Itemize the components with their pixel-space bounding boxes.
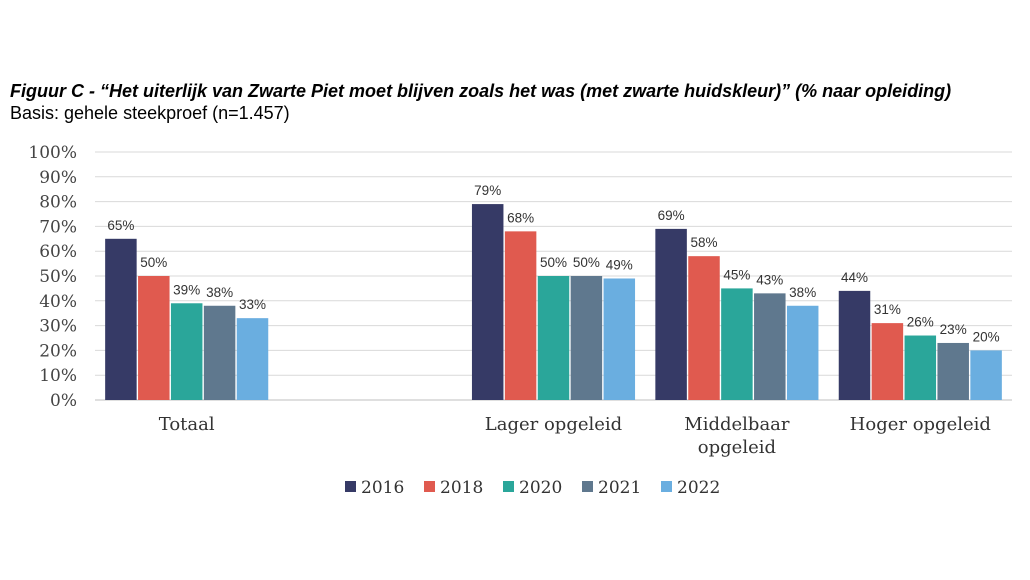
y-tick-label: 40%	[39, 292, 77, 312]
y-tick-label: 70%	[39, 217, 77, 237]
y-tick-label: 50%	[39, 267, 77, 287]
y-tick-label: 80%	[39, 193, 77, 213]
data-label: 43%	[756, 272, 783, 287]
bar	[603, 278, 636, 400]
data-label: 44%	[841, 270, 868, 285]
data-label: 79%	[474, 183, 501, 198]
legend-label: 2020	[519, 478, 562, 498]
bar	[236, 318, 269, 400]
y-tick-label: 10%	[39, 366, 77, 386]
data-label: 49%	[606, 257, 633, 272]
legend-label: 2022	[677, 478, 720, 498]
bar	[570, 276, 603, 400]
y-tick-label: 60%	[39, 242, 77, 262]
bar	[904, 335, 937, 400]
bar	[688, 256, 720, 400]
bar	[105, 238, 137, 400]
data-label: 45%	[723, 267, 750, 282]
data-label: 20%	[973, 329, 1000, 344]
y-tick-label: 20%	[39, 341, 77, 361]
x-category-label: Hoger opgeleid	[850, 414, 991, 435]
y-tick-label: 0%	[50, 391, 77, 411]
legend: 2016 2018 2020 2021 2022	[345, 478, 720, 498]
bar	[937, 342, 969, 400]
y-tick-label: 90%	[39, 168, 77, 188]
bar	[838, 290, 871, 400]
legend-label: 2018	[440, 478, 483, 498]
bar	[471, 204, 504, 400]
bar	[786, 305, 819, 400]
legend-label: 2021	[598, 478, 641, 498]
bar	[138, 276, 170, 400]
data-label: 39%	[173, 282, 200, 297]
data-label: 68%	[507, 210, 534, 225]
legend-swatch	[582, 481, 593, 492]
data-label: 38%	[789, 285, 816, 300]
bar	[537, 276, 570, 400]
x-category-label: Middelbaar	[684, 414, 790, 435]
chart-title-basis: Basis: gehele steekproef (n=1.457)	[10, 103, 290, 123]
y-axis-ticks: 0% 10% 20% 30% 40% 50% 60% 70% 80% 90% 100%	[28, 143, 77, 411]
chart-title-main: Figuur C - “Het uiterlijk van Zwarte Pie…	[10, 81, 952, 101]
x-category-label: Lager opgeleid	[485, 414, 622, 435]
chart-title: Figuur C - “Het uiterlijk van Zwarte Pie…	[10, 80, 1010, 124]
bar	[754, 293, 786, 400]
data-label: 38%	[206, 285, 233, 300]
legend-swatch	[503, 481, 514, 492]
data-label: 50%	[540, 255, 567, 270]
bar	[203, 305, 236, 400]
data-label: 23%	[940, 322, 967, 337]
y-tick-label: 100%	[28, 143, 77, 163]
legend-swatch	[424, 481, 435, 492]
bar	[970, 350, 1002, 400]
legend-swatch	[345, 481, 356, 492]
data-label: 50%	[573, 255, 600, 270]
data-label: 26%	[907, 315, 934, 330]
data-label: 65%	[107, 218, 134, 233]
data-label: 31%	[874, 302, 901, 317]
bar	[655, 228, 687, 400]
data-label: 58%	[690, 235, 717, 250]
bar	[721, 288, 753, 400]
x-category-label: Totaal	[159, 414, 215, 435]
y-tick-label: 30%	[39, 317, 77, 337]
data-label: 69%	[658, 208, 685, 223]
bars	[105, 204, 1002, 400]
legend-label: 2016	[361, 478, 404, 498]
x-category-label: opgeleid	[698, 437, 776, 458]
bar	[170, 303, 203, 400]
legend-swatch	[661, 481, 672, 492]
bar	[871, 323, 904, 400]
data-labels: 65% 50% 39% 38% 33% 79% 68% 50% 50% 49% 69% 58% 45% 4…	[107, 183, 999, 344]
data-label: 50%	[140, 255, 167, 270]
bar	[504, 231, 537, 400]
data-label: 33%	[239, 297, 266, 312]
